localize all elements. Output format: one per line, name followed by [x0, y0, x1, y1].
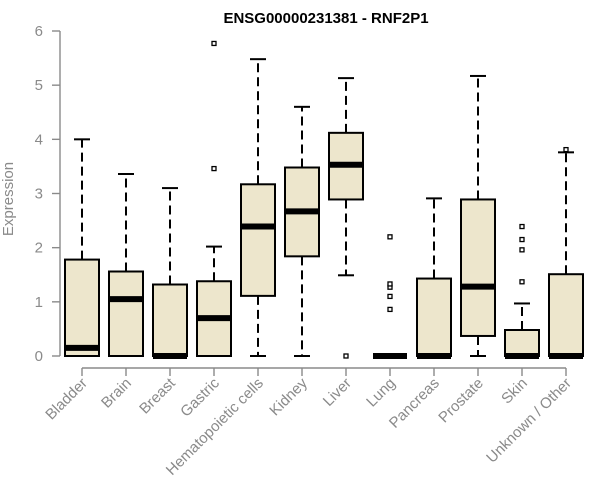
chart-title: ENSG00000231381 - RNF2P1: [223, 10, 428, 27]
y-tick-label: 2: [35, 240, 43, 257]
x-tick-label-liver: Liver: [320, 375, 355, 410]
y-tick-label: 0: [35, 348, 43, 365]
x-tick-label-prostate: Prostate: [435, 375, 487, 427]
box-body: [548, 273, 584, 358]
y-tick-label: 3: [35, 186, 43, 203]
outlier-point: [343, 353, 349, 359]
x-tick-label-brain: Brain: [98, 375, 135, 412]
box-body: [108, 270, 144, 357]
box-unknown-other: [548, 146, 584, 359]
y-tick-label: 1: [35, 294, 43, 311]
box-body: [416, 277, 452, 357]
box-body: [504, 329, 540, 357]
x-tick-label-kidney: Kidney: [266, 374, 311, 419]
x-tick-label-lung: Lung: [363, 375, 399, 411]
boxes-group: [64, 40, 584, 359]
box-kidney: [284, 105, 320, 357]
outlier-point: [211, 165, 217, 172]
box-bladder: [64, 138, 100, 358]
outlier-point: [211, 40, 217, 47]
y-tick-label: 5: [35, 77, 43, 94]
y-axis: 0 1 2 3 4 5 6: [35, 23, 61, 365]
y-tick-label: 4: [35, 131, 43, 148]
outlier-point: [387, 281, 393, 287]
outlier-point: [563, 146, 569, 153]
box-body: [152, 283, 188, 357]
box-pancreas: [416, 197, 452, 359]
outlier-point: [519, 236, 525, 243]
outlier-point: [519, 247, 525, 253]
outlier-point: [387, 234, 393, 240]
box-liver: [328, 77, 364, 359]
outlier-point: [387, 293, 393, 300]
x-tick-label-breast: Breast: [136, 374, 179, 417]
box-hematopoietic-cells: [240, 58, 276, 357]
box-brain: [108, 173, 144, 357]
box-breast: [152, 187, 188, 359]
box-skin: [504, 223, 540, 359]
box-body: [460, 198, 496, 337]
outlier-point: [519, 223, 525, 230]
x-tick-label-bladder: Bladder: [42, 375, 91, 424]
box-body: [64, 258, 100, 358]
box-body: [240, 183, 276, 297]
x-tick-label-skin: Skin: [498, 375, 531, 408]
box-gastric: [196, 40, 232, 357]
box-prostate: [460, 74, 496, 357]
box-lung: [373, 234, 407, 359]
outlier-point: [519, 279, 525, 285]
y-tick-label: 6: [35, 23, 43, 40]
outlier-point: [387, 306, 393, 313]
y-axis-title: Expression: [0, 162, 17, 236]
